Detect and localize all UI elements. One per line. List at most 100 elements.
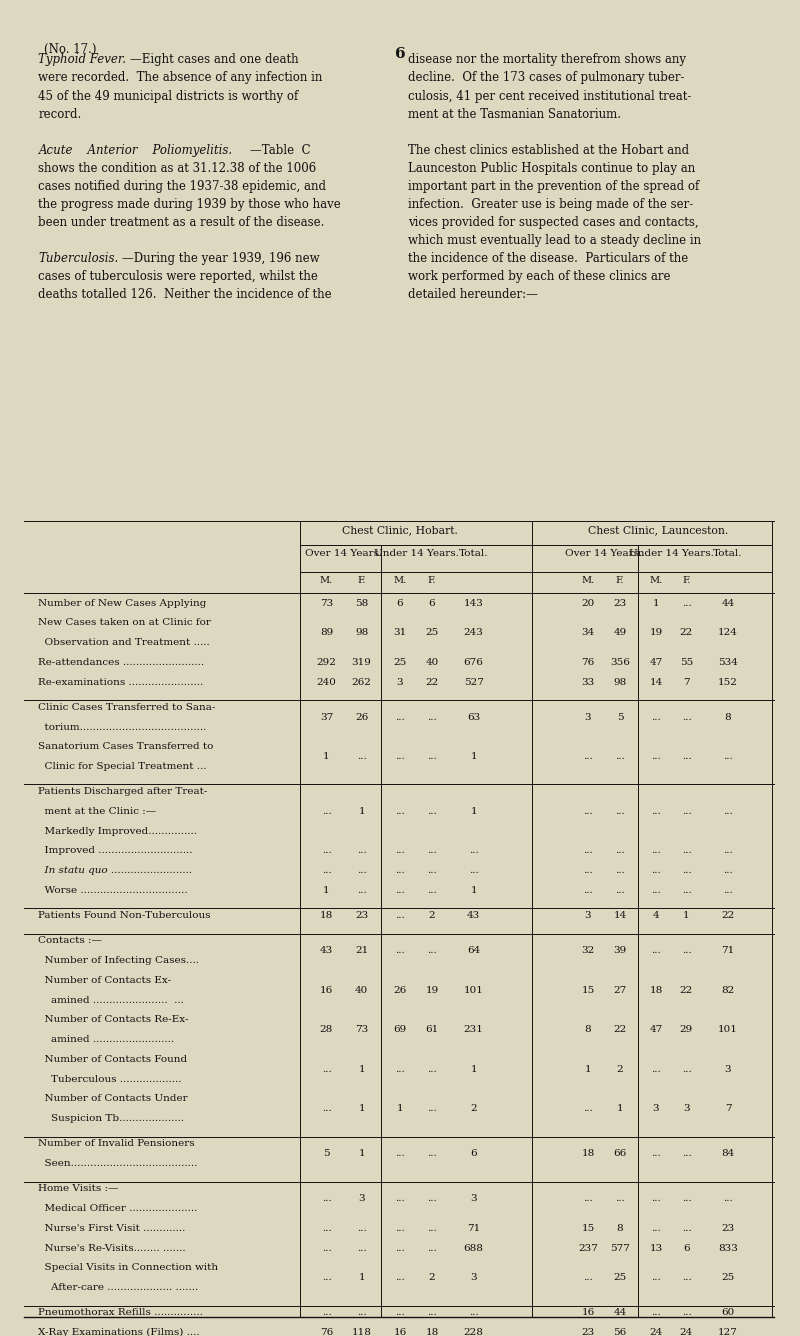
Text: 1: 1 [470,886,477,895]
Text: 61: 61 [426,1025,438,1034]
Text: which must eventually lead to a steady decline in: which must eventually lead to a steady d… [408,234,701,247]
Text: ...: ... [427,1149,437,1158]
Text: ...: ... [427,807,437,816]
Text: ...: ... [357,847,366,855]
Text: ...: ... [723,886,733,895]
Text: 69: 69 [394,1025,406,1034]
Text: 1: 1 [617,1105,623,1113]
Text: ...: ... [395,752,405,762]
Text: 34: 34 [582,628,594,637]
Text: Improved .............................: Improved ............................. [38,847,193,855]
Text: 44: 44 [722,599,734,608]
Text: ment at the Tasmanian Sanatorium.: ment at the Tasmanian Sanatorium. [408,107,621,120]
Text: 73: 73 [320,599,333,608]
Text: New Cases taken on at Clinic for: New Cases taken on at Clinic for [38,619,211,628]
Text: Chest Clinic, Launceston.: Chest Clinic, Launceston. [588,525,728,534]
Text: ...: ... [427,1105,437,1113]
Text: 66: 66 [614,1149,626,1158]
Text: 3: 3 [397,677,403,687]
Text: 22: 22 [680,628,693,637]
Text: 6: 6 [429,599,435,608]
Text: Nurse's First Visit .............: Nurse's First Visit ............. [38,1224,186,1233]
Text: 55: 55 [680,657,693,667]
Text: Sanatorium Cases Transferred to: Sanatorium Cases Transferred to [38,743,214,751]
Text: 98: 98 [355,628,368,637]
Text: ...: ... [427,886,437,895]
Text: Total.: Total. [459,549,488,558]
Text: 1: 1 [358,1105,365,1113]
Text: 63: 63 [467,712,480,721]
Text: Special Visits in Connection with: Special Visits in Connection with [38,1264,218,1272]
Text: 47: 47 [650,657,662,667]
Text: amined .......................  ...: amined ....................... ... [38,995,184,1005]
Text: ...: ... [322,1194,331,1204]
Text: 5: 5 [617,712,623,721]
Text: Markedly Improved...............: Markedly Improved............... [38,827,198,836]
Text: ...: ... [357,886,366,895]
Text: 292: 292 [317,657,336,667]
Text: 6: 6 [394,47,406,60]
Text: 82: 82 [722,986,734,995]
Text: 1: 1 [470,807,477,816]
Text: M.: M. [394,576,406,585]
Text: 231: 231 [464,1025,483,1034]
Text: ...: ... [427,847,437,855]
Text: ...: ... [651,1065,661,1074]
Text: 6: 6 [470,1149,477,1158]
Text: 2: 2 [429,911,435,921]
Text: ...: ... [682,866,691,875]
Text: Over 14 Years.: Over 14 Years. [306,549,382,558]
Text: 3: 3 [683,1105,690,1113]
Text: 118: 118 [352,1328,371,1336]
Text: 43: 43 [467,911,480,921]
Text: 833: 833 [718,1244,738,1253]
Text: ...: ... [395,1194,405,1204]
Text: ...: ... [651,807,661,816]
Text: Patients Found Non-Tuberculous: Patients Found Non-Tuberculous [38,911,211,921]
Text: ...: ... [615,847,625,855]
Text: ...: ... [682,712,691,721]
Text: 40: 40 [426,657,438,667]
Text: 25: 25 [394,657,406,667]
Text: 3: 3 [653,1105,659,1113]
Text: F.: F. [358,576,366,585]
Text: 18: 18 [650,986,662,995]
Text: ...: ... [723,807,733,816]
Text: Typhoid Fever.: Typhoid Fever. [38,53,126,67]
Text: 25: 25 [426,628,438,637]
Text: 44: 44 [614,1308,626,1317]
Text: 18: 18 [582,1149,594,1158]
Text: —Table  C: —Table C [250,143,311,156]
Text: ...: ... [615,752,625,762]
Text: —During the year 1939, 196 new: —During the year 1939, 196 new [122,251,320,265]
Text: 127: 127 [718,1328,738,1336]
Text: 18: 18 [426,1328,438,1336]
Text: 39: 39 [614,946,626,955]
Text: 1: 1 [358,1273,365,1283]
Text: ...: ... [322,1308,331,1317]
Text: 7: 7 [683,677,690,687]
Text: 8: 8 [617,1224,623,1233]
Text: 21: 21 [355,946,368,955]
Text: 3: 3 [585,911,591,921]
Text: 23: 23 [722,1224,734,1233]
Text: ...: ... [322,866,331,875]
Text: 1: 1 [585,1065,591,1074]
Text: detailed hereunder:—: detailed hereunder:— [408,287,538,301]
Text: 5: 5 [323,1149,330,1158]
Text: —Eight cases and one death: —Eight cases and one death [130,53,299,67]
Text: 22: 22 [426,677,438,687]
Text: ...: ... [427,712,437,721]
Text: Re-attendances .........................: Re-attendances ......................... [38,657,205,667]
Text: 14: 14 [650,677,662,687]
Text: ...: ... [427,1308,437,1317]
Text: work performed by each of these clinics are: work performed by each of these clinics … [408,270,670,283]
Text: 26: 26 [355,712,368,721]
Text: 22: 22 [722,911,734,921]
Text: 8: 8 [725,712,731,721]
Text: F.: F. [616,576,624,585]
Text: ...: ... [682,847,691,855]
Text: 1: 1 [323,886,330,895]
Text: ...: ... [682,1273,691,1283]
Text: ...: ... [427,1194,437,1204]
